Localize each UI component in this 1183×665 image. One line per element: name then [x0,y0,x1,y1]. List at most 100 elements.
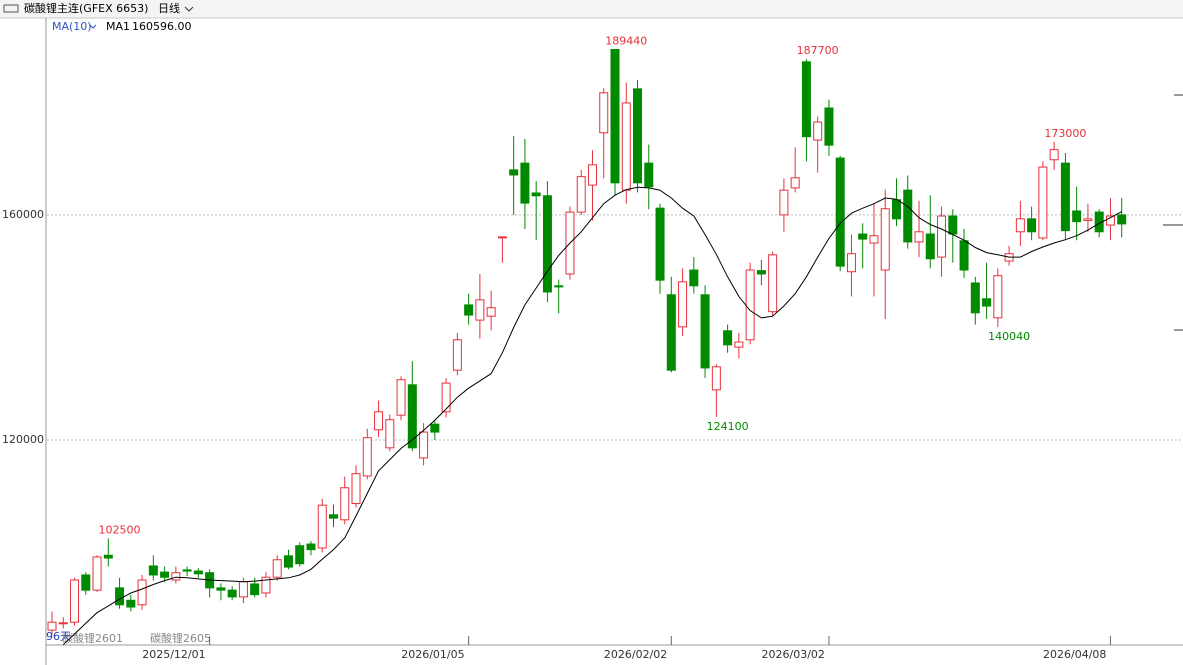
extreme-label: 187700 [797,44,839,57]
candle-body [689,269,699,287]
candle-body [880,208,890,271]
candle-body [790,177,800,189]
candle-body [554,285,564,288]
candle-body [497,236,507,239]
candle-body [700,294,710,369]
candle-body [711,366,721,391]
candle-body [576,176,586,213]
candle-body [779,189,789,216]
candle-body [587,164,597,186]
x-tick-label: 2026/02/02 [604,648,667,661]
candle-body [892,199,901,220]
candle-body [914,231,924,243]
candle-body [903,189,913,243]
candle-body [959,240,969,271]
candle-body [250,583,260,596]
candle-body [70,579,80,623]
candle-body [520,162,530,204]
y-tick-label: 160000 [2,208,44,221]
candle-body [385,419,395,449]
candle-body [160,571,170,578]
candle-body [475,299,485,321]
candle-body [869,235,879,244]
candle-body [745,269,755,341]
candle-body [1038,166,1048,239]
candle-body [407,384,417,449]
candle-body [993,275,1003,319]
candle-body [148,565,158,576]
candle-body [846,253,856,273]
candle-body [58,622,68,625]
candle-body [227,589,237,598]
candle-body [1060,162,1070,232]
candle-body [340,487,350,521]
dropdown[interactable] [89,24,97,29]
extreme-label: 189440 [605,34,647,47]
candle-body [329,514,338,519]
candle-body [666,294,676,371]
candle-body [452,339,462,371]
candle-body [238,581,248,598]
contract-label: 碳酸锂2601 [62,631,123,645]
contract-label: 碳酸锂2605 [150,631,211,645]
candle-body [295,545,305,565]
candle-body [486,307,496,317]
candle-body [531,192,541,197]
candle-body [633,88,643,184]
top-bar [0,0,1183,18]
candle-body [464,304,474,316]
ma-name: MA1 [106,20,130,33]
candle-body [509,169,519,176]
candle-body [374,411,384,431]
candle-body [756,270,766,275]
candle-body [216,587,226,591]
candle-body [723,330,733,346]
instrument-title[interactable]: 碳酸锂主连(GFEX 6653) [24,1,148,15]
x-tick-label: 2026/03/02 [762,648,825,661]
candle-body [261,576,271,594]
candle-body [115,587,125,606]
candle-body [1049,149,1059,161]
candle-body [599,92,609,134]
candle-body [970,282,980,314]
candle-body [283,555,293,568]
y-tick-label: 120000 [2,433,44,446]
x-tick-label: 2026/01/05 [401,648,464,661]
candle-body [813,121,823,141]
candle-body [1027,218,1037,233]
icon[interactable] [3,4,19,13]
candle-body [655,207,665,281]
candle-body [621,102,631,191]
extreme-label: 173000 [1044,127,1086,140]
candle-body [272,559,282,578]
candle-body [182,569,192,572]
candle-body [1072,210,1082,223]
candle-body [610,49,620,184]
indicator[interactable]: MA(10) [52,20,92,33]
candle-body [430,423,440,433]
candle-body [678,281,688,328]
extreme-label: 124100 [707,420,749,433]
candle-body [137,579,147,606]
candle-body [81,574,91,591]
period[interactable]: 日线 [158,1,180,15]
dropdown[interactable] [184,6,194,12]
candle-body [193,570,203,575]
candle-body [1117,214,1127,225]
candle-body [734,341,744,348]
candle-body [306,543,316,551]
candle-body [351,473,361,505]
candle-body [768,254,778,313]
candle-body [644,162,654,188]
candle-body [948,215,958,235]
candle-body [1105,215,1115,226]
candle-body [1083,218,1093,222]
candle-body [47,621,57,631]
candle-body [92,556,102,591]
ma-value: 160596.00 [132,20,192,33]
candle-body [419,431,429,459]
ma-line [62,186,1122,646]
candle-body [362,437,372,477]
